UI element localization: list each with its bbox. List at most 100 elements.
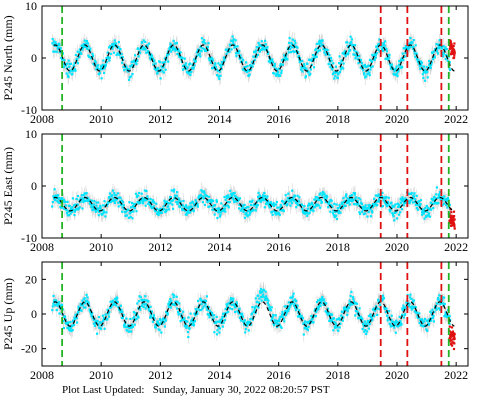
data-point — [153, 59, 156, 62]
data-point — [199, 55, 202, 58]
data-point — [317, 204, 320, 207]
data-point — [184, 64, 187, 67]
data-point — [158, 329, 161, 332]
data-point — [131, 201, 134, 205]
data-point — [373, 59, 376, 62]
data-point — [425, 66, 428, 69]
data-point — [432, 50, 435, 53]
data-point — [297, 51, 300, 54]
data-point — [188, 71, 191, 74]
data-point — [172, 46, 175, 49]
data-point — [169, 42, 172, 45]
data-point — [85, 293, 88, 296]
recent-point — [453, 227, 456, 230]
data-point — [301, 70, 304, 73]
data-point — [210, 198, 213, 202]
data-point — [153, 67, 156, 70]
data-point — [352, 199, 355, 202]
data-point — [171, 203, 174, 206]
data-point — [292, 44, 295, 47]
data-point — [422, 76, 425, 79]
data-point — [70, 69, 73, 72]
data-point — [369, 68, 372, 71]
data-point — [160, 331, 163, 334]
data-point — [286, 203, 289, 206]
data-point — [244, 207, 247, 210]
data-point — [408, 202, 411, 205]
data-point — [85, 299, 88, 302]
data-point — [192, 208, 195, 211]
data-point — [80, 44, 83, 47]
recent-point — [448, 42, 451, 45]
data-point — [319, 49, 322, 52]
data-point — [133, 315, 136, 319]
data-point — [79, 200, 82, 203]
data-point — [316, 51, 319, 54]
data-point — [339, 211, 342, 214]
data-point — [87, 197, 90, 200]
data-point — [107, 315, 111, 318]
data-point — [71, 206, 74, 209]
data-point — [279, 64, 282, 67]
data-point — [176, 191, 179, 194]
data-point — [245, 212, 248, 215]
data-point — [416, 201, 419, 204]
data-point — [131, 325, 134, 328]
data-point — [67, 321, 70, 324]
data-point — [434, 197, 437, 200]
data-point — [396, 217, 399, 220]
data-point — [218, 210, 221, 214]
data-point — [81, 48, 84, 51]
data-point — [158, 211, 162, 215]
data-point — [373, 197, 376, 200]
data-point — [182, 64, 185, 68]
data-point — [132, 317, 135, 320]
data-point — [401, 65, 404, 68]
data-point — [335, 217, 339, 220]
data-point — [214, 204, 217, 207]
recent-point — [453, 50, 456, 53]
data-point — [423, 68, 426, 71]
data-point — [436, 196, 440, 199]
data-point — [191, 200, 194, 203]
data-point — [442, 52, 445, 55]
data-point — [347, 200, 351, 203]
data-point — [235, 55, 238, 58]
data-point — [143, 46, 146, 49]
data-point — [338, 62, 341, 65]
data-point — [151, 199, 154, 202]
data-point — [430, 208, 433, 211]
data-point — [399, 60, 402, 63]
data-point — [103, 210, 106, 213]
data-point — [444, 57, 447, 61]
recent-point — [449, 47, 452, 50]
data-point — [187, 211, 190, 214]
data-point — [354, 44, 357, 47]
data-point — [429, 201, 432, 204]
data-point — [334, 65, 338, 68]
data-point — [172, 39, 175, 42]
data-point — [328, 200, 331, 203]
data-point — [415, 194, 418, 197]
data-point — [166, 202, 169, 205]
data-point — [137, 194, 140, 197]
data-point — [203, 48, 206, 51]
data-point — [141, 202, 145, 205]
data-point — [135, 317, 138, 321]
data-point — [184, 209, 187, 212]
data-point — [72, 64, 76, 67]
data-point — [114, 304, 118, 307]
data-point — [91, 312, 94, 315]
data-point — [251, 65, 254, 68]
data-point — [437, 201, 440, 205]
data-point — [239, 54, 242, 57]
data-point — [419, 62, 422, 65]
data-point — [249, 212, 252, 215]
data-point — [213, 213, 216, 216]
data-point — [289, 51, 293, 54]
data-point — [397, 63, 400, 66]
data-point — [84, 306, 87, 309]
recent-point — [453, 42, 456, 45]
data-point — [243, 203, 246, 206]
data-point — [143, 199, 146, 202]
